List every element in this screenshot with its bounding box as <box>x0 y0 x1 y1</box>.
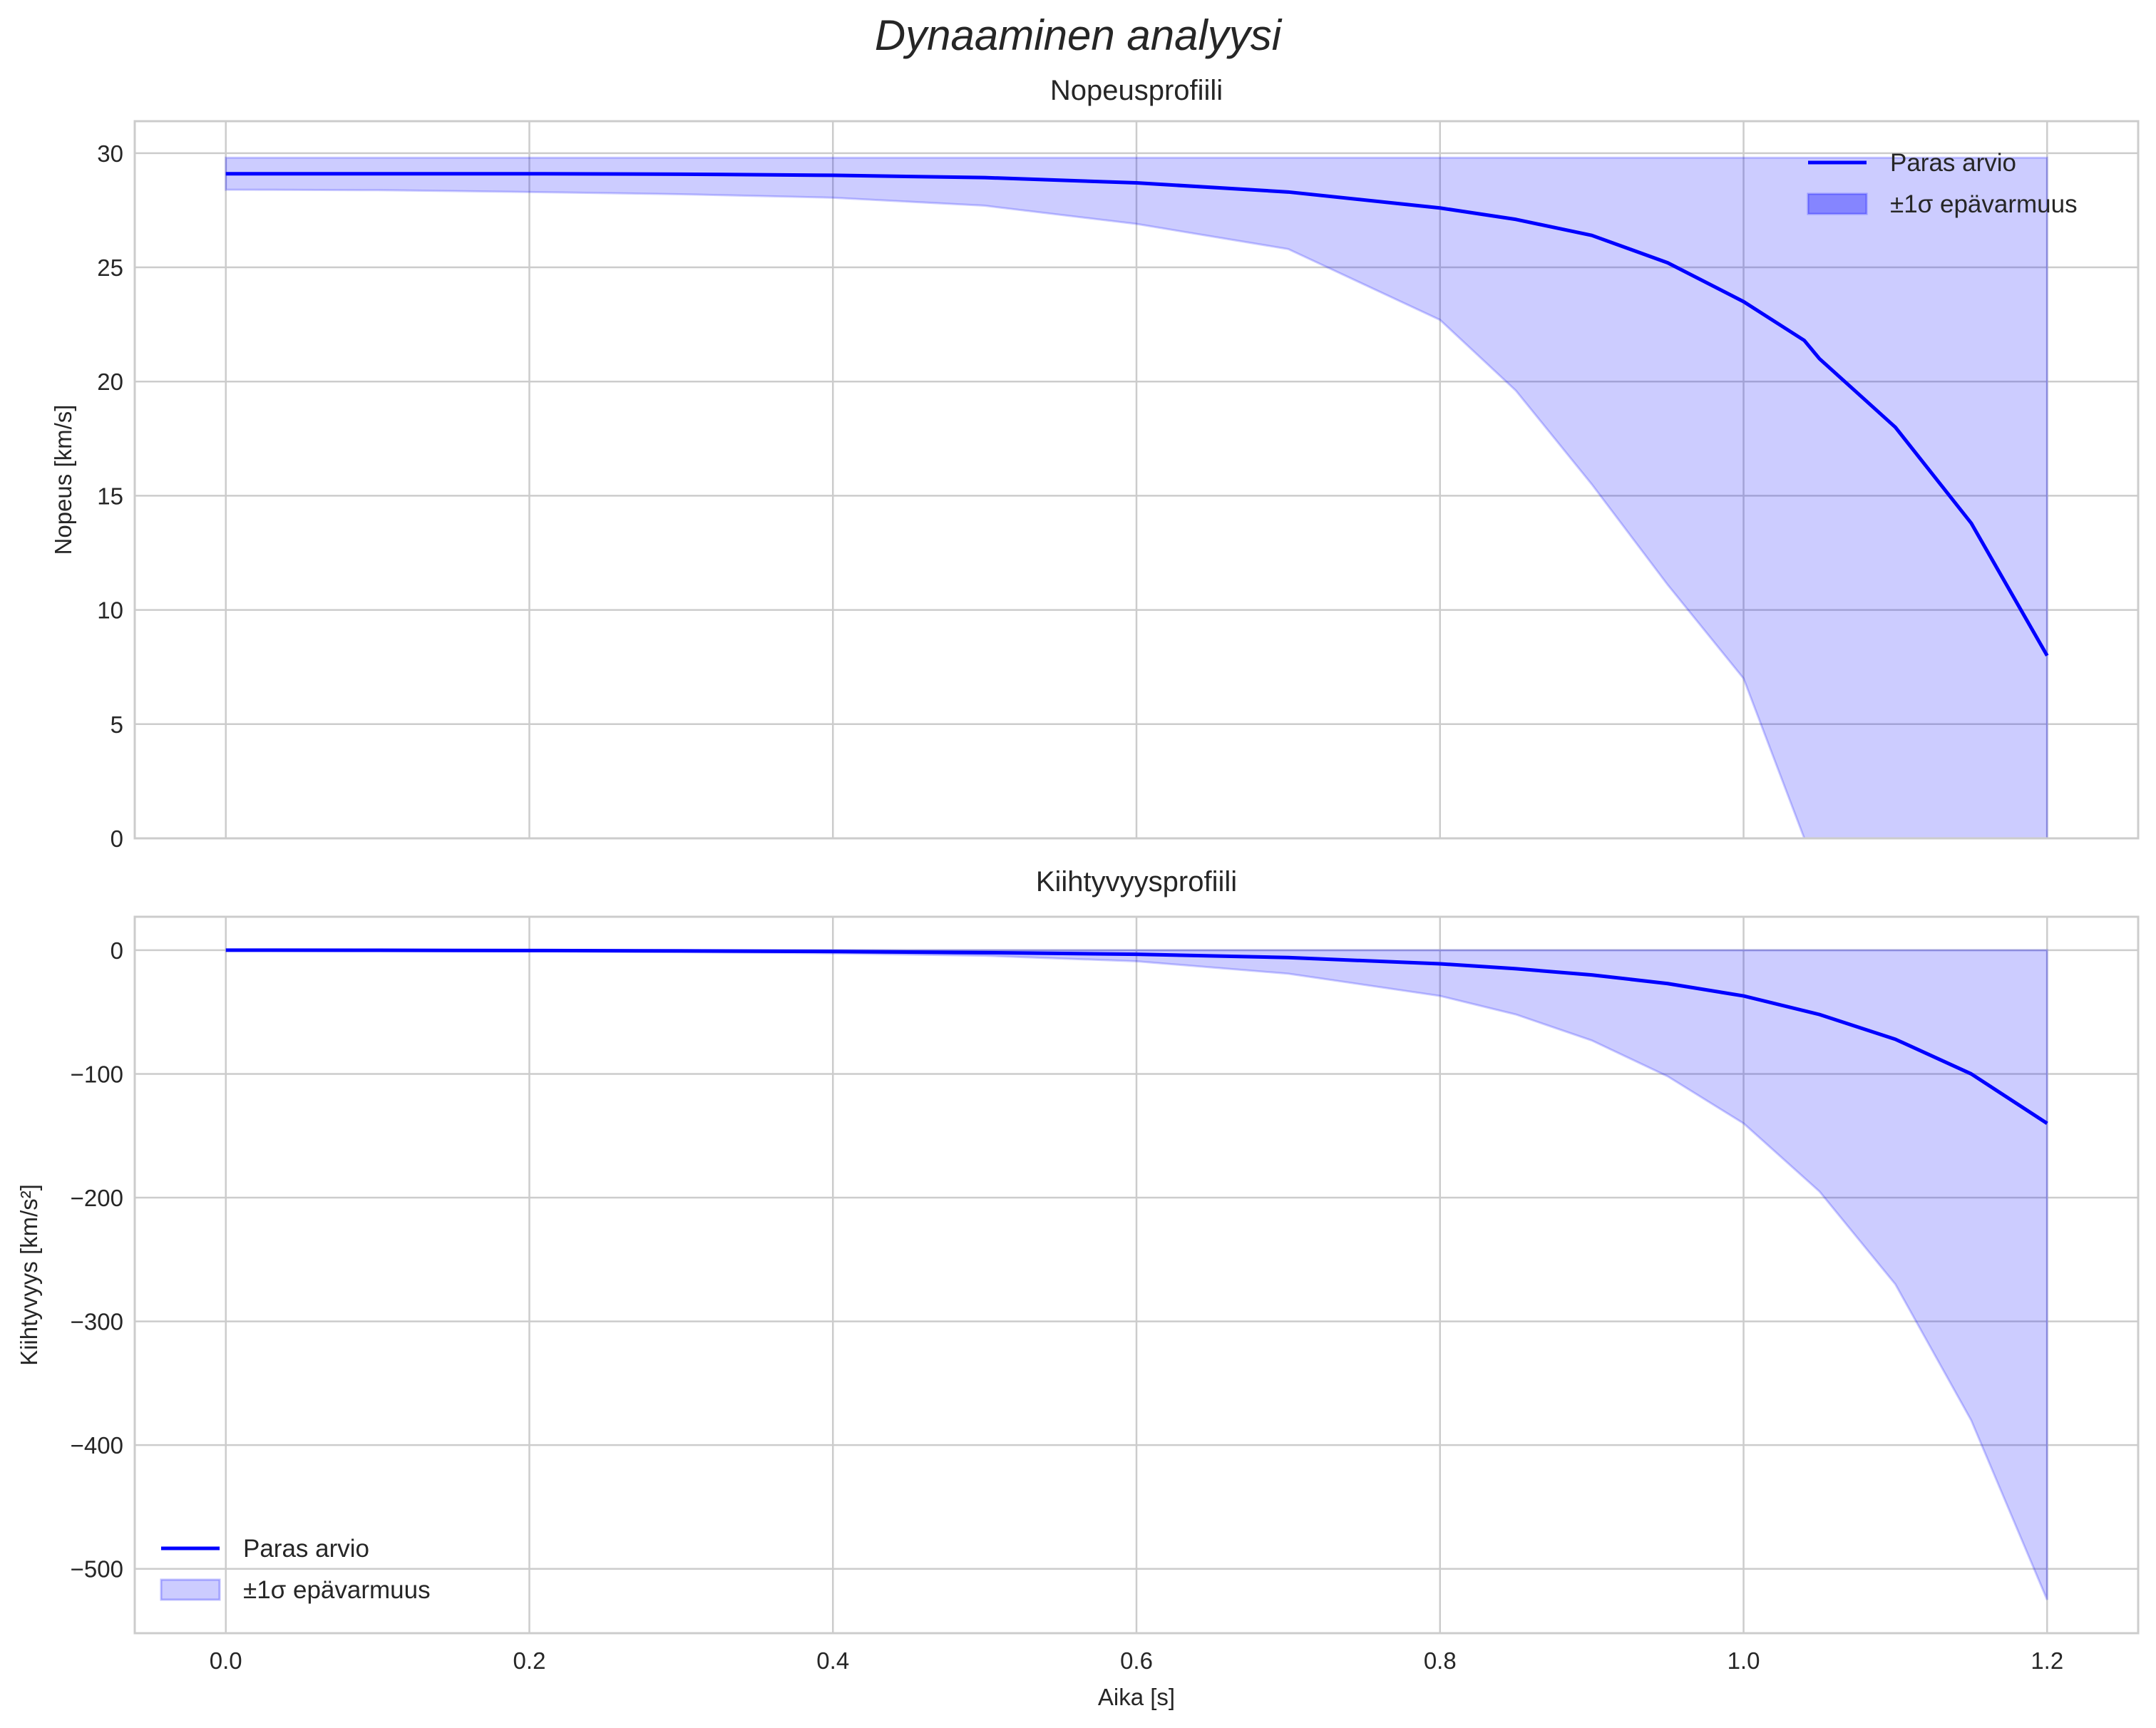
best-estimate-line <box>225 948 2048 1125</box>
y-tick-label: −100 <box>71 1061 123 1087</box>
y-tick-label: 0 <box>111 937 123 964</box>
y-tick-label: 15 <box>97 483 123 509</box>
y-tick-label: 20 <box>97 369 123 395</box>
x-tick-label: 0.4 <box>816 1647 849 1674</box>
legend-label: ±1σ epävarmuus <box>243 1576 431 1604</box>
y-axis-label: Nopeus [km/s] <box>50 405 76 555</box>
axes-frame <box>133 915 2140 1635</box>
y-tick-label: 0 <box>111 826 123 852</box>
x-tick-label: 0.2 <box>513 1647 546 1674</box>
velocity-subplot: 0 5 10 15 20 25 30 Nopeusprofiili Nopeus [km/s] P… <box>50 75 2140 852</box>
acceleration-subplot: 0.0 0.2 0.4 0.6 0.8 1.0 1.2 0 −100 −200 −300 −400 −5… <box>16 866 2140 1710</box>
y-tick-label: 5 <box>111 711 123 738</box>
legend-band-swatch <box>160 1578 221 1601</box>
x-tick-label: 1.0 <box>1728 1647 1760 1674</box>
legend-label: ±1σ epävarmuus <box>1890 190 2078 218</box>
legend-band-swatch <box>1807 192 1868 215</box>
x-tick-label: 0.6 <box>1120 1647 1153 1674</box>
y-tick-label: 25 <box>97 254 123 281</box>
x-tick-label: 0.8 <box>1424 1647 1457 1674</box>
legend-label: Paras arvio <box>1890 149 2016 177</box>
x-tick-label: 0.0 <box>210 1647 242 1674</box>
x-tick-label: 1.2 <box>2031 1647 2063 1674</box>
best-estimate-line <box>225 172 2049 657</box>
uncertainty-band <box>225 949 2048 1600</box>
x-axis-label: Aika [s] <box>1098 1684 1175 1710</box>
y-axis-label: Kiihtyvyys [km/s²] <box>16 1184 42 1366</box>
y-tick-label: −400 <box>71 1432 123 1459</box>
subplot-title: Kiihtyvyysprofiili <box>1036 866 1237 898</box>
y-tick-label: −500 <box>71 1556 123 1583</box>
axes-frame <box>133 120 2140 840</box>
y-tick-label: −300 <box>71 1309 123 1335</box>
y-tick-label: 30 <box>97 140 123 167</box>
subplot-title: Nopeusprofiili <box>1050 75 1223 106</box>
legend-label: Paras arvio <box>243 1535 369 1563</box>
y-tick-label: 10 <box>97 597 123 624</box>
y-tick-label: −200 <box>71 1185 123 1211</box>
figure-title: Dynaaminen analyysi <box>875 11 1283 59</box>
